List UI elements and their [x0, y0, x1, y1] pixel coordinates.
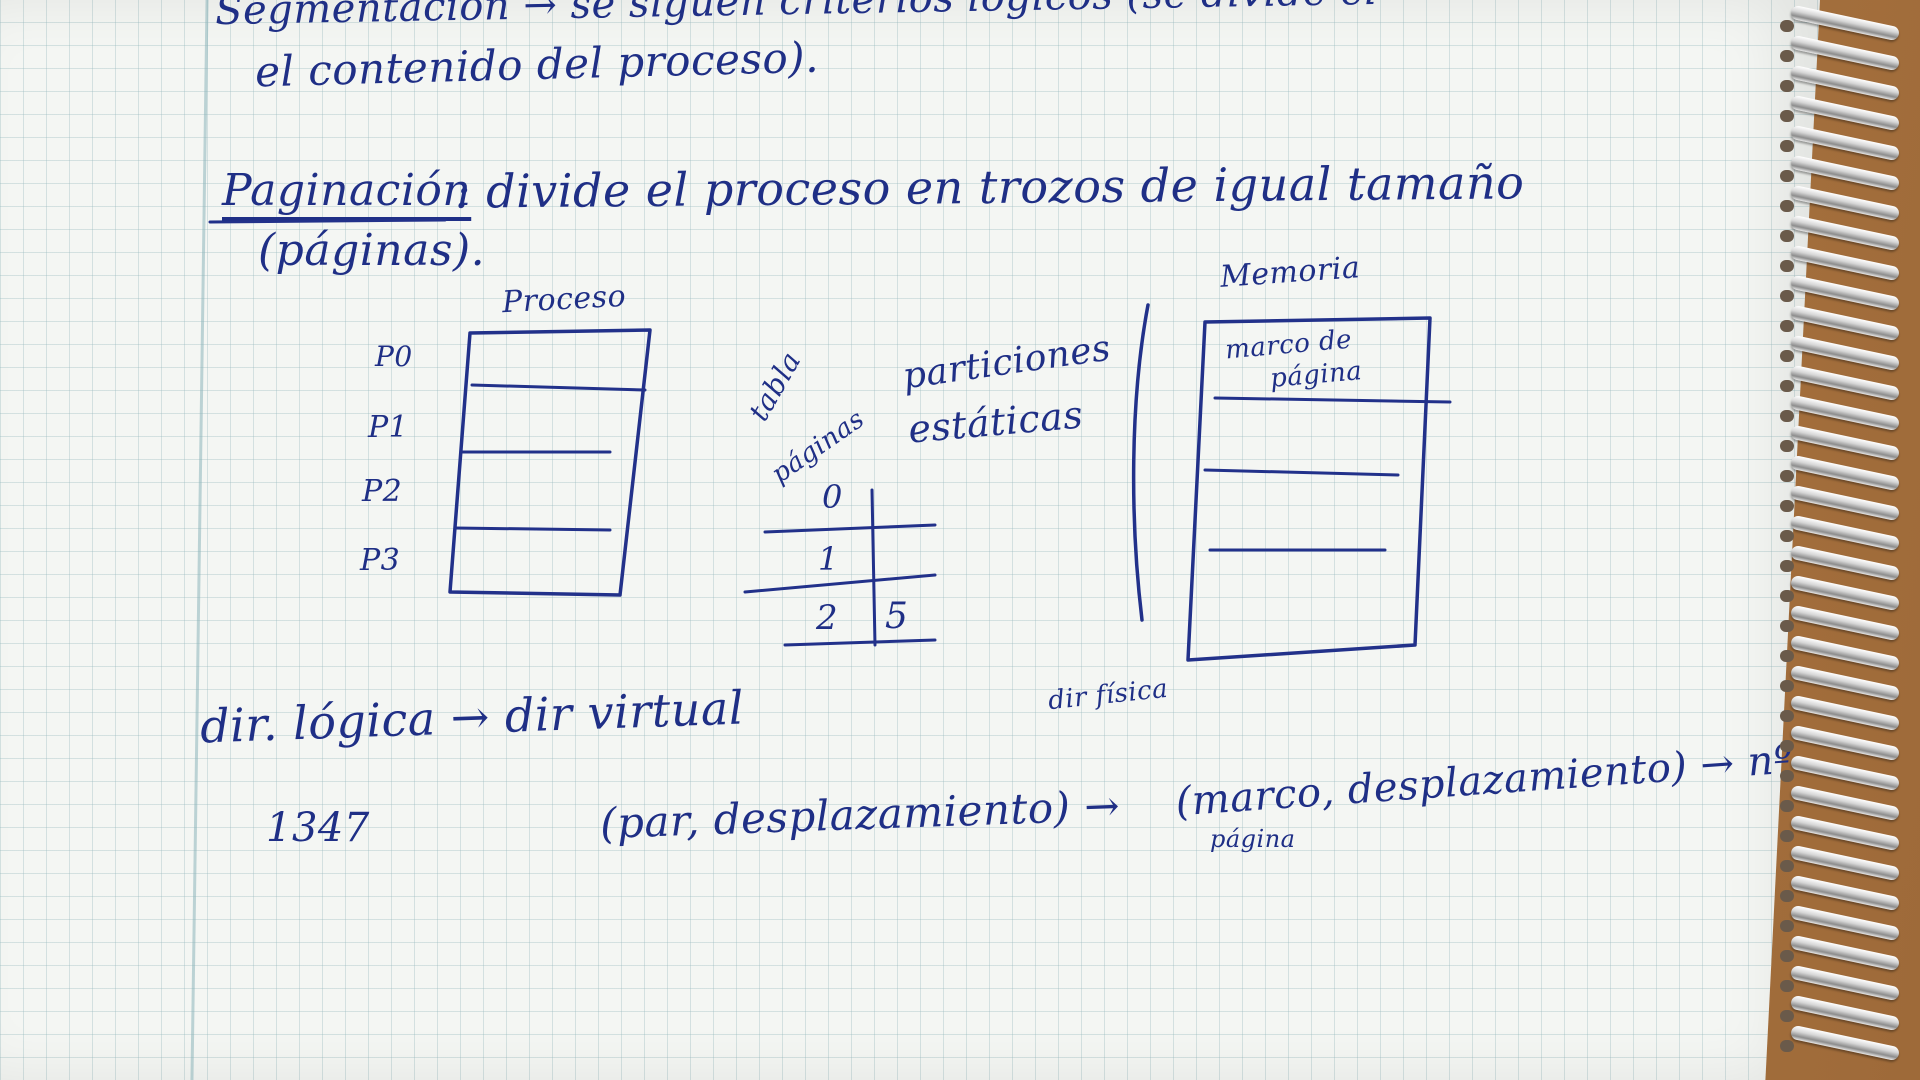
page-label-p2: P2: [362, 474, 403, 509]
page-label-p1: P1: [368, 410, 409, 445]
process-divider-3: [453, 526, 612, 532]
table-idx-2: 2: [816, 598, 839, 638]
memory-bracket: [1131, 303, 1150, 622]
table-row-line-1: [763, 523, 937, 534]
address-number: 1347: [266, 805, 370, 851]
pagina-small-label: página: [1210, 825, 1296, 853]
process-divider-1: [470, 383, 647, 392]
paginacion-heading: Paginación: [222, 165, 472, 216]
process-box: [448, 328, 652, 597]
notebook-page: [0, 0, 1820, 1080]
memory-divider-1: [1213, 396, 1452, 404]
memory-divider-2: [1203, 468, 1400, 477]
table-row-line-3: [783, 638, 937, 647]
page-label-p0: P0: [375, 340, 413, 373]
page-label-p3: P3: [360, 543, 401, 578]
table-idx-1: 1: [818, 540, 839, 578]
heading-underline: [208, 218, 447, 224]
table-row-line-2: [743, 573, 937, 594]
table-val-2: 5: [885, 596, 909, 637]
memory-box: [1186, 316, 1432, 662]
table-idx-0: 0: [822, 478, 843, 516]
table-vertical: [870, 488, 877, 647]
paginas-note: (páginas).: [258, 225, 486, 276]
spiral-binding: [1720, 0, 1920, 1080]
